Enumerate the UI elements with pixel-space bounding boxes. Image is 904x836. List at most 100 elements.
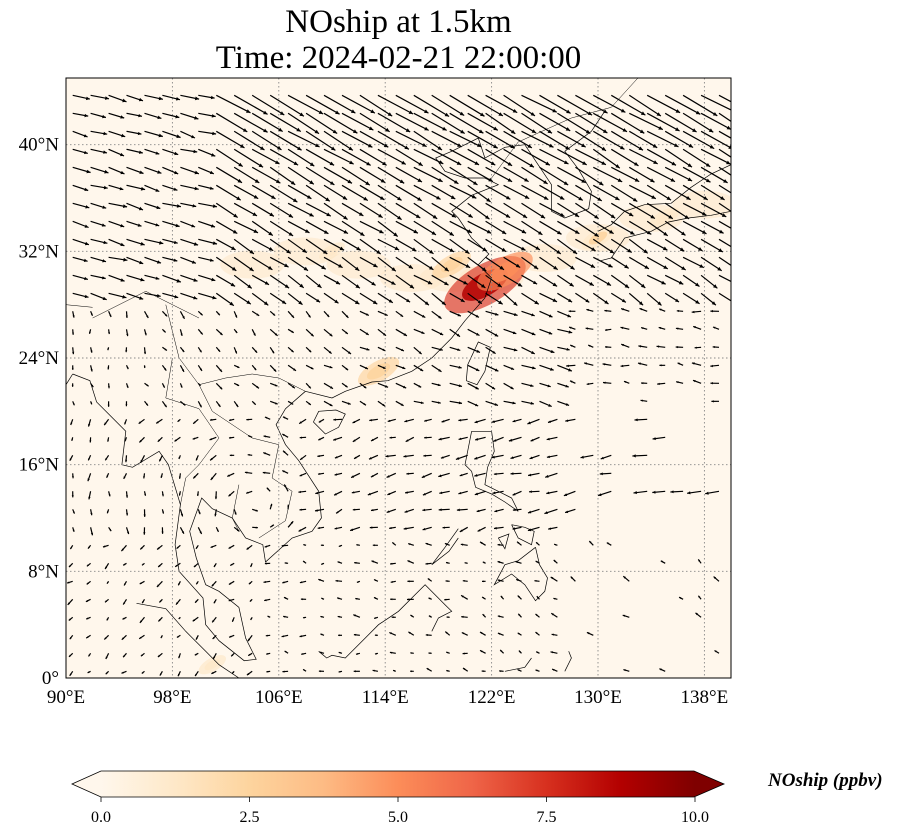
wind-arrow xyxy=(180,112,199,120)
wind-arrow xyxy=(269,238,292,254)
wind-arrow xyxy=(687,490,702,495)
wind-arrow xyxy=(445,561,450,564)
wind-arrow xyxy=(287,504,290,510)
wind-arrow xyxy=(299,634,307,638)
wind-arrow xyxy=(198,184,214,190)
wind-arrow xyxy=(215,328,223,336)
wind-arrow xyxy=(602,363,612,366)
wind-arrow xyxy=(87,473,92,482)
wind-arrow xyxy=(156,580,163,588)
wind-arrow xyxy=(593,112,628,133)
wind-arrow xyxy=(491,454,504,459)
wind-arrow xyxy=(503,256,521,269)
coastline-segment xyxy=(464,430,519,512)
wind-arrow xyxy=(230,652,235,657)
wind-arrow xyxy=(144,292,161,298)
wind-arrow xyxy=(323,346,332,355)
wind-arrow xyxy=(320,562,325,565)
x-axis: 90°E 98°E 106°E 114°E 122°E 130°E 138°E xyxy=(47,687,728,708)
wind-arrow xyxy=(353,633,360,636)
wind-arrow xyxy=(428,615,432,618)
wind-arrow xyxy=(392,669,397,672)
wind-arrow xyxy=(228,418,235,421)
wind-arrow xyxy=(228,490,235,497)
wind-arrow xyxy=(269,292,287,305)
wind-arrow xyxy=(269,524,275,528)
wind-arrow xyxy=(444,542,450,546)
wind-arrow xyxy=(539,292,558,303)
wind-arrow xyxy=(144,184,160,193)
wind-arrow xyxy=(359,274,376,286)
wind-arrow xyxy=(557,238,578,255)
wind-arrow xyxy=(413,130,443,151)
wind-arrow xyxy=(503,238,526,251)
wind-arrow xyxy=(521,220,543,236)
wind-arrow xyxy=(503,364,515,371)
wind-arrow xyxy=(143,347,147,355)
wind-arrow xyxy=(162,292,179,299)
wind-arrow xyxy=(449,328,461,338)
wind-arrow xyxy=(162,148,179,156)
wind-arrow xyxy=(334,526,343,530)
wind-arrow xyxy=(682,184,709,201)
wind-arrow xyxy=(341,94,376,114)
wind-arrow xyxy=(485,94,518,114)
wind-arrow xyxy=(461,631,468,636)
wind-arrow xyxy=(535,541,540,546)
wind-arrow xyxy=(251,364,257,371)
wind-arrow xyxy=(377,382,389,388)
wind-arrow xyxy=(700,220,724,234)
wind-arrow xyxy=(370,436,379,442)
wind-arrow xyxy=(659,364,666,367)
wind-arrow xyxy=(121,670,127,674)
wind-arrow xyxy=(374,634,378,637)
wind-arrow xyxy=(497,579,504,582)
colorbar-tick-label: 10.0 xyxy=(681,809,709,826)
wind-arrow xyxy=(180,292,198,300)
wind-arrow xyxy=(413,256,434,271)
wind-arrow xyxy=(359,130,389,148)
wind-arrow xyxy=(126,274,145,282)
wind-arrow xyxy=(467,382,479,390)
wind-arrow xyxy=(535,669,540,672)
wind-arrow xyxy=(404,508,414,513)
wind-arrow xyxy=(144,256,162,264)
wind-arrow xyxy=(503,310,518,316)
wind-arrow xyxy=(72,329,74,335)
wind-arrow xyxy=(305,220,329,235)
wind-arrow xyxy=(602,381,612,384)
wind-arrow xyxy=(71,365,74,370)
wind-arrow xyxy=(198,166,215,175)
wind-arrow xyxy=(269,382,278,387)
wind-arrow xyxy=(251,184,276,200)
wind-arrow xyxy=(481,596,486,600)
wind-arrow xyxy=(161,310,168,317)
wind-arrow xyxy=(712,346,720,349)
wind-arrow xyxy=(211,580,217,587)
wind-arrow xyxy=(320,544,325,547)
wind-arrow xyxy=(139,580,145,585)
wind-arrow xyxy=(422,508,432,512)
wind-arrow xyxy=(178,473,181,479)
wind-arrow xyxy=(72,347,75,355)
wind-arrow xyxy=(428,652,432,654)
wind-arrow xyxy=(628,94,662,117)
wind-arrow xyxy=(389,651,396,654)
wind-arrow xyxy=(467,328,480,337)
wind-arrow xyxy=(628,274,646,289)
wind-arrow xyxy=(231,617,235,623)
wind-arrow xyxy=(177,581,181,586)
wind-arrow xyxy=(161,328,167,333)
wind-arrow xyxy=(413,94,450,118)
wind-arrow xyxy=(557,328,573,334)
wind-arrow xyxy=(251,329,256,336)
wind-arrow xyxy=(69,670,74,677)
wind-arrow xyxy=(336,597,343,600)
wind-arrow xyxy=(269,202,294,219)
wind-arrow xyxy=(474,454,486,460)
wind-arrow xyxy=(503,292,518,307)
wind-arrow xyxy=(341,382,348,388)
wind-arrow xyxy=(88,329,92,334)
border-segment xyxy=(198,384,293,539)
wind-arrow xyxy=(677,362,684,366)
